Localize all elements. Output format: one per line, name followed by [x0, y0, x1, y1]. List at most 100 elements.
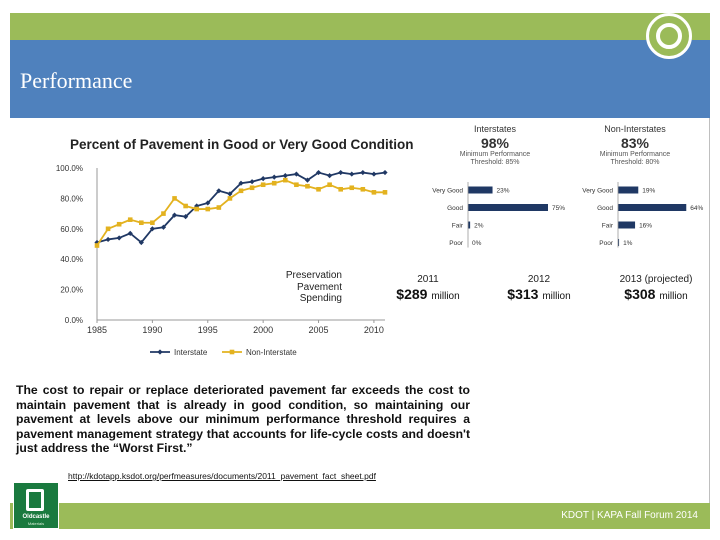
spending-label-line: Pavement [296, 281, 342, 293]
non-interstate-point [249, 185, 255, 191]
interstate-point [205, 200, 211, 206]
logo-mark-icon [26, 489, 44, 511]
bar-value-label: 64% [690, 205, 703, 212]
interstate-point [105, 236, 111, 243]
interstate-point [282, 173, 288, 179]
legend-interstate-marker [157, 349, 163, 355]
footer-text: KDOT | KAPA Fall Forum 2014 [561, 510, 698, 521]
legend-non-interstate-label: Non-Interstate [246, 348, 297, 357]
spending-2012: 2012 $313 million [497, 274, 581, 305]
interstate-bar-chart: Very Good 23% Good 75% Fair 2% Poor 0% [432, 182, 565, 248]
non-interstate-point [349, 185, 355, 191]
spending-label-line: Preservation [285, 270, 342, 281]
non-interstate-bar-chart: Very Good 19% Good 64% Fair 16% Poor 1% [582, 182, 703, 248]
spending-label: Preservation Pavement Spending [262, 270, 342, 305]
bar-category-label: Good [597, 205, 613, 212]
non-interstate-point [116, 221, 122, 227]
interstate-point [160, 224, 167, 230]
interstate-point [304, 177, 311, 183]
x-tick-label: 2005 [309, 325, 329, 335]
bar-value-label: 0% [472, 240, 482, 247]
non-interstate-point [172, 196, 177, 201]
interstate-point [216, 188, 222, 194]
bar-category-label: Poor [449, 240, 464, 247]
top-accent-bar [10, 13, 710, 40]
spending-amount: $308 [624, 286, 656, 302]
interstate-point [127, 230, 133, 236]
bar-value-label: 75% [552, 205, 565, 212]
non-interstate-point [327, 182, 332, 188]
x-tick-label: 1995 [198, 325, 218, 335]
spending-amount: $313 [507, 286, 539, 302]
interstate-point [116, 235, 122, 241]
non-interstate-point [260, 182, 266, 188]
logo-sub: Materials [27, 521, 45, 526]
spending-year: 2011 [417, 274, 439, 285]
line-chart-title: Percent of Pavement in Good or Very Good… [70, 137, 414, 152]
interstate-threshold-value: Threshold: 85% [470, 159, 520, 166]
interstate-headline: 98% [480, 135, 510, 151]
interstate-point [260, 176, 266, 182]
non-interstate-headline: 83% [620, 135, 650, 151]
bar-value-label: 19% [642, 188, 655, 195]
non-interstate-point [94, 243, 100, 248]
interstate-block: Interstates 98% Minimum Performance Thre… [440, 124, 550, 167]
non-interstate-point [105, 226, 111, 232]
interstate-point [371, 171, 377, 177]
y-tick-label: 60.0% [60, 225, 83, 234]
y-tick-label: 100.0% [56, 164, 83, 173]
source-link[interactable]: http://kdotapp.ksdot.org/perfmeasures/do… [68, 471, 376, 481]
legend-interstate-label: Interstate [174, 348, 208, 357]
x-tick-label: 1985 [87, 325, 107, 335]
non-interstate-point [183, 203, 188, 209]
non-interstate-point [194, 206, 199, 212]
y-tick-label: 20.0% [60, 286, 83, 295]
x-tick-label: 2010 [364, 325, 384, 335]
non-interstate-title: Non-Interstates [604, 124, 666, 134]
non-interstate-point [139, 220, 144, 226]
bar [618, 239, 620, 246]
interstate-point [194, 203, 200, 209]
non-interstate-point [294, 182, 299, 188]
page-title: Performance [20, 68, 133, 93]
bar-category-label: Very Good [582, 188, 613, 195]
bar-category-label: Fair [602, 223, 614, 230]
interstate-point [249, 179, 255, 185]
oldcastle-logo: Oldcastle Materials [13, 482, 59, 529]
interstate-point [327, 173, 333, 179]
interstate-point [315, 169, 322, 176]
x-tick-label: 1990 [142, 325, 162, 335]
non-interstate-threshold: Minimum Performance [599, 151, 671, 158]
spending-year: 2013 (projected) [619, 274, 693, 285]
interstate-point [227, 191, 233, 197]
footer-bar: KDOT | KAPA Fall Forum 2014 [10, 503, 710, 529]
logo-name: Oldcastle [22, 514, 50, 520]
x-tick-label: 2000 [253, 325, 273, 335]
interstate-point [149, 226, 155, 232]
spending-unit: million [542, 291, 571, 302]
non-interstate-point [382, 190, 388, 195]
title-bar [10, 40, 710, 118]
interstate-point [360, 169, 366, 176]
bar-value-label: 23% [497, 188, 510, 195]
bar-category-label: Very Good [432, 188, 463, 195]
non-interstate-point [316, 186, 321, 192]
non-interstate-point [360, 186, 366, 192]
spending-2011: 2011 $289 million [388, 274, 468, 305]
bar-value-label: 1% [623, 240, 633, 247]
body-paragraph: The cost to repair or replace deteriorat… [16, 383, 470, 455]
interstate-point [338, 169, 344, 176]
line-chart: 0.0% 20.0% 40.0% 60.0% 80.0% 100.0% 1985 1990 19… [56, 164, 388, 357]
non-interstate-threshold-value: Threshold: 80% [610, 159, 660, 166]
interstate-point [382, 169, 388, 176]
y-tick-label: 40.0% [60, 255, 83, 264]
divider [709, 118, 710, 503]
y-tick-label: 0.0% [65, 316, 83, 325]
interstate-point [171, 212, 178, 218]
spending-amount: $289 [396, 286, 428, 302]
non-interstate-point [150, 220, 155, 226]
bar [618, 221, 636, 229]
interstate-threshold: Minimum Performance [459, 151, 531, 158]
non-interstate-point [338, 186, 343, 192]
bar-category-label: Poor [599, 240, 614, 247]
